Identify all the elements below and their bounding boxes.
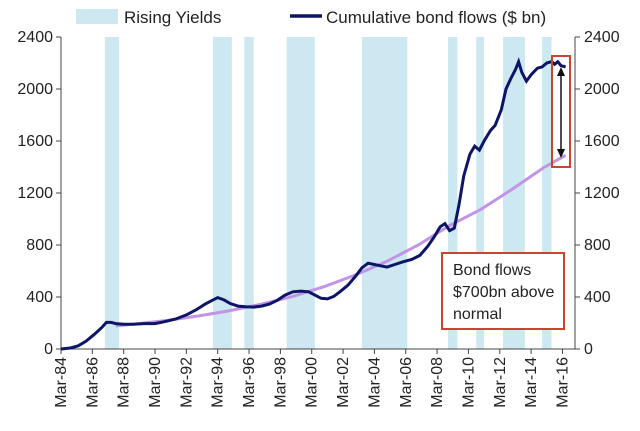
y-tick-label-right: 0: [584, 341, 593, 358]
x-tick-label: Mar-14: [523, 357, 540, 408]
x-tick-label: Mar-98: [272, 357, 289, 408]
x-tick-label: Mar-12: [492, 357, 509, 408]
y-tick-label-left: 2000: [17, 81, 53, 98]
x-tick-label: Mar-02: [335, 357, 352, 408]
gap-box: [551, 55, 571, 168]
gap-annotation: [551, 55, 571, 168]
x-tick-label: Mar-96: [241, 357, 258, 408]
y-tick-label-right: 2400: [584, 29, 620, 46]
y-tick-label-left: 800: [26, 237, 53, 254]
x-tick-label: Mar-92: [178, 357, 195, 408]
rising-yield-band: [542, 37, 552, 349]
x-tick-label: Mar-08: [429, 357, 446, 408]
rising-yield-band: [213, 37, 232, 349]
rising-yield-band: [448, 37, 458, 349]
gap-arrow-down-head: [557, 149, 565, 158]
x-tick-label: Mar-10: [460, 357, 477, 408]
x-tick-label: Mar-16: [554, 357, 571, 408]
x-tick-label: Mar-90: [147, 357, 164, 408]
y-axis-left: 0 400 800 1200 1600 2000 2400: [17, 29, 61, 358]
x-tick-label: Mar-94: [210, 357, 227, 408]
y-tick-label-left: 2400: [17, 29, 53, 46]
x-tick-label: Mar-04: [366, 357, 383, 408]
y-tick-label-right: 2000: [584, 81, 620, 98]
y-tick-label-right: 800: [584, 237, 611, 254]
gap-arrow-up-head: [557, 67, 565, 76]
x-tick-label: Mar-88: [116, 357, 133, 408]
y-tick-label-right: 1600: [584, 133, 620, 150]
legend-flows-label: Cumulative bond flows ($ bn): [326, 8, 546, 27]
note-line-2: $700bn above: [453, 284, 555, 301]
legend-rising-yields-label: Rising Yields: [124, 8, 221, 27]
rising-yield-band: [104, 37, 119, 349]
legend: Rising Yields Cumulative bond flows ($ b…: [76, 8, 546, 27]
x-tick-label: Mar-84: [53, 357, 70, 408]
note-line-3: normal: [453, 306, 502, 323]
y-tick-label-left: 1200: [17, 185, 53, 202]
rising-yield-band: [476, 37, 485, 349]
y-tick-label-right: 1200: [584, 185, 620, 202]
trend-line: [115, 153, 567, 328]
x-tick-label: Mar-06: [398, 357, 415, 408]
rising-yield-band: [286, 37, 315, 349]
cumulative-flows-line: [60, 57, 566, 351]
y-tick-label-left: 400: [26, 289, 53, 306]
x-tick-label: Mar-86: [84, 357, 101, 408]
x-axis: Mar-84 Mar-86 Mar-88 Mar-90 Mar-92 Mar-94 Mar-…: [53, 349, 571, 408]
y-axis-right: 0 400 800 1200 1600 2000 2400: [575, 29, 620, 358]
note-box: Bond flows $700bn above normal: [441, 252, 565, 330]
y-tick-label-left: 1600: [17, 133, 53, 150]
note-box-border: [441, 252, 565, 330]
x-tick-label: Mar-00: [304, 357, 321, 408]
rising-yield-band: [244, 37, 254, 349]
rising-yield-band: [361, 37, 408, 349]
note-line-1: Bond flows: [453, 262, 531, 279]
legend-rising-yields-swatch: [76, 9, 118, 24]
y-tick-label-right: 400: [584, 289, 611, 306]
y-tick-label-left: 0: [44, 341, 53, 358]
